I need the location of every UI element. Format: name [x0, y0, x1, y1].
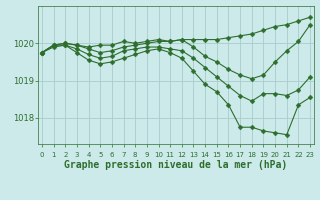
X-axis label: Graphe pression niveau de la mer (hPa): Graphe pression niveau de la mer (hPa) [64, 160, 288, 170]
